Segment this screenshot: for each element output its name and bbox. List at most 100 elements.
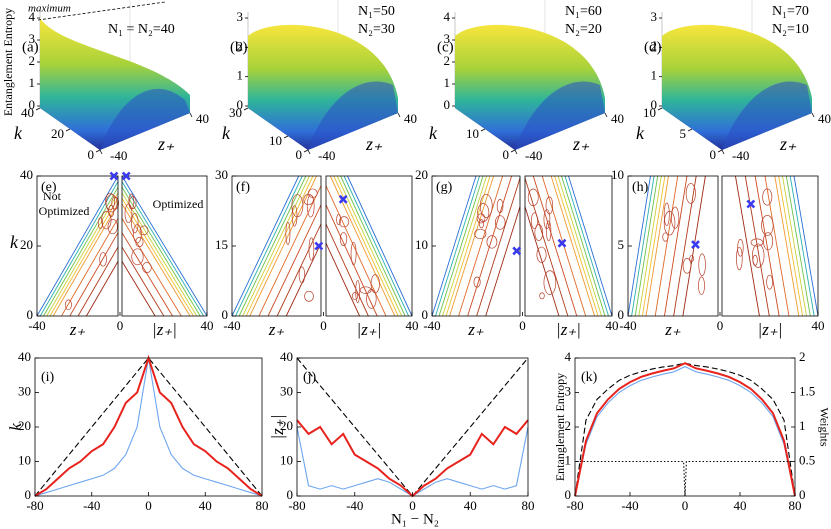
y-tick-label: 20 (20, 237, 33, 252)
z-tick-label: 0 (29, 97, 36, 112)
y-tick-label: 0 (422, 307, 429, 322)
axes-box (34, 357, 263, 497)
z-tick-label: 3 (444, 31, 451, 46)
contour-line (664, 175, 688, 317)
axes-box (627, 175, 719, 317)
k-tick-label: 10 (269, 133, 282, 148)
zplus-tick (604, 112, 608, 118)
series-line (296, 357, 529, 497)
panel-label: (d) (644, 39, 662, 55)
contour-line (69, 232, 119, 317)
contour-loop (685, 183, 696, 204)
panel-label: (k) (581, 370, 598, 385)
axes-box (121, 175, 208, 317)
contour-loop (291, 194, 304, 218)
axes-box (721, 175, 819, 317)
contour-loop (355, 279, 361, 304)
x-tick-label: -40 (619, 318, 636, 333)
z-tick-label: 2 (444, 53, 451, 68)
n-annotation: N₁ = N₂=40 (108, 22, 175, 37)
contour-loop (752, 243, 765, 268)
marker-cross (691, 240, 700, 250)
z-tick-label: 2 (651, 38, 658, 53)
n-annotation: N₂=10 (772, 22, 809, 37)
contour-loop (352, 292, 358, 301)
y-tick-label: 10 (415, 237, 428, 252)
zplus-tick-label: -40 (525, 148, 542, 163)
y2-tick-label: 2 (799, 349, 806, 364)
contour-line (340, 175, 406, 317)
k-tick-label: 40 (21, 105, 34, 120)
x-tick-label: -80 (26, 498, 43, 513)
panel-label: (c) (437, 39, 454, 55)
contour-loop (752, 254, 758, 266)
contour-line (485, 206, 521, 317)
k-tick (657, 107, 663, 111)
contour-loop (737, 239, 744, 257)
contour-loop (761, 215, 774, 236)
contour-loop (543, 270, 557, 295)
contour-line (774, 175, 800, 317)
contour-line (285, 243, 322, 317)
x-tick-label: -40 (223, 318, 240, 333)
surface-front (308, 81, 398, 150)
z-tick-label: 4 (29, 9, 36, 24)
contour-line (627, 175, 651, 317)
y-axis-label: Entanglement Entropy (553, 373, 567, 481)
contour-loop (536, 246, 547, 263)
y-tick-label: 20 (415, 167, 428, 182)
contour-line (654, 175, 679, 317)
k-tick (283, 135, 289, 139)
contour-line (554, 175, 599, 317)
x-tick-label: 0 (409, 498, 416, 513)
series-line (34, 357, 263, 497)
contour-loop (338, 216, 350, 228)
optimum-marker (512, 246, 522, 256)
n-annotation: N₂=30 (358, 22, 395, 37)
zplus-tick-label: 40 (611, 111, 624, 126)
contour-loop (304, 290, 314, 302)
panel-label: (b) (230, 39, 248, 55)
contour-loop (479, 193, 493, 218)
contour-loop (105, 194, 118, 213)
contour-line (631, 175, 655, 317)
axes-box (574, 357, 796, 497)
zplus-tick (307, 149, 311, 155)
zplus-tick-label: -40 (732, 148, 749, 163)
y-tick-label: 40 (20, 167, 33, 182)
contour-loop (486, 235, 498, 249)
y-tick-label: 30 (18, 383, 31, 398)
zplus-tick (397, 112, 401, 118)
z-tick-label: 0 (651, 97, 658, 112)
y-tick-label: 0 (618, 307, 625, 322)
contour-loop (763, 232, 774, 251)
marker-cross (109, 171, 119, 181)
contour-line (645, 175, 669, 317)
contour-loop (539, 292, 545, 300)
contour-line (325, 243, 360, 317)
contour-line (524, 206, 560, 317)
contour-line (121, 261, 156, 317)
contour-line (634, 175, 659, 317)
panel-label: (e) (41, 180, 57, 195)
contour-loop (107, 219, 118, 235)
z-tick-label: 2 (29, 53, 36, 68)
contour-loop (671, 206, 680, 229)
contour-line (442, 175, 487, 317)
zplus-tick-label: 40 (404, 111, 417, 126)
contour-line (641, 175, 666, 317)
contour-loop (350, 241, 357, 266)
x-tick-label: 40 (464, 498, 477, 513)
contour-line (329, 175, 396, 317)
maximum-line (37, 1, 166, 21)
contour-line (524, 177, 569, 317)
n-annotation: N₁=60 (565, 4, 602, 19)
xlabel-left: z₊ (467, 320, 484, 339)
note: Optimized (153, 197, 204, 211)
panel-label: (f) (236, 180, 250, 195)
contour-line (754, 175, 780, 317)
contour-loop (97, 217, 104, 229)
x-axis-label: N₁ − N₂ (391, 511, 439, 527)
contour-line (561, 175, 606, 317)
contour-loop (306, 194, 315, 218)
